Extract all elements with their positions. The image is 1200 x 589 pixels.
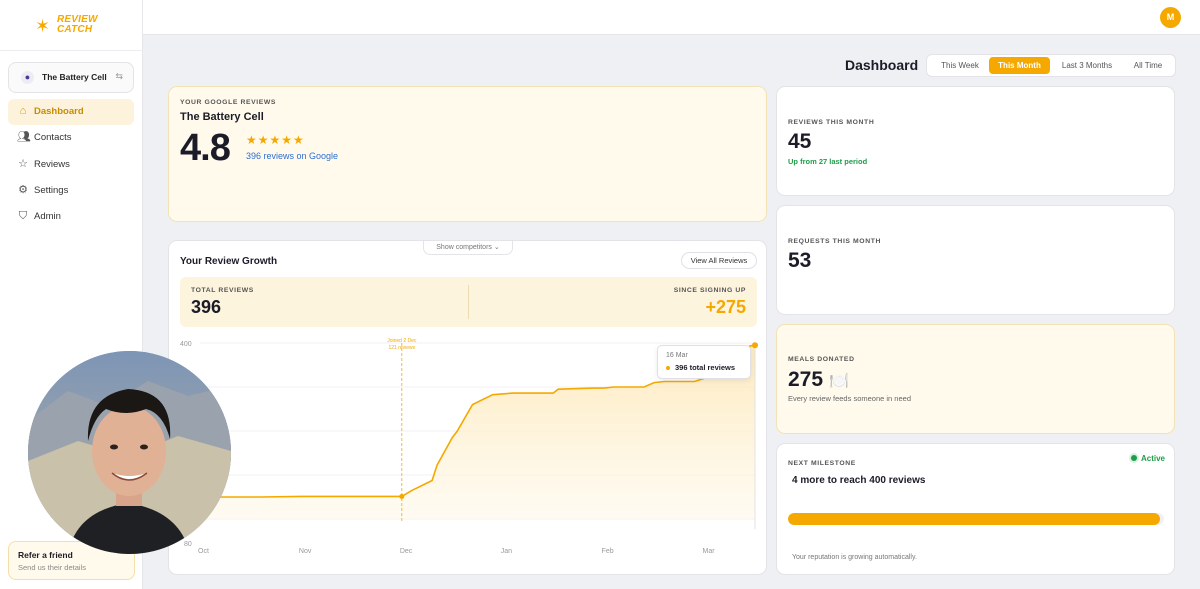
page-title: Dashboard: [845, 57, 919, 73]
refer-subtitle: Send us their details: [18, 563, 86, 572]
milestone-progress-bar: [788, 513, 1164, 525]
growth-stats-band: TOTAL REVIEWS 396 SINCE SIGNING UP +275: [180, 277, 757, 327]
view-all-reviews-button[interactable]: View All Reviews: [681, 252, 757, 269]
sidebar-item-label: Contacts: [34, 132, 72, 144]
home-icon: ⌂: [19, 105, 27, 117]
google-reviews-card: YOUR GOOGLE REVIEWS The Battery Cell 4.8…: [168, 86, 767, 222]
range-this-month[interactable]: This Month: [989, 57, 1050, 74]
annotation-label: 121 reviews: [388, 345, 415, 351]
meals-donated-card: MEALS DONATED 275 🍽️ Every review feeds …: [776, 324, 1175, 434]
meals-donated-label: MEALS DONATED: [788, 356, 855, 363]
meals-donated-value: 275: [788, 368, 824, 391]
x-tick-label: Mar: [703, 548, 716, 555]
sidebar-item-settings[interactable]: ⚙ Settings: [8, 178, 134, 204]
x-tick-label: Jan: [501, 548, 512, 555]
sidebar-item-label: Admin: [34, 211, 61, 223]
range-all-time[interactable]: All Time: [1133, 61, 1163, 70]
google-reviews-kicker: YOUR GOOGLE REVIEWS: [180, 99, 276, 106]
presenter-illustration: [28, 351, 231, 554]
since-signing-up-value: +275: [705, 297, 746, 317]
webcam-presenter-photo: [28, 351, 231, 554]
reviews-this-month-label: REVIEWS THIS MONTH: [788, 119, 875, 126]
next-milestone-card: NEXT MILESTONE Active 4 more to reach 40…: [776, 443, 1175, 575]
shield-icon: ⛉: [18, 210, 28, 223]
requests-this-month-label: REQUESTS THIS MONTH: [788, 238, 881, 245]
joined-marker-point: [399, 493, 405, 499]
total-reviews-label: TOTAL REVIEWS: [191, 287, 254, 294]
sidebar-divider: [0, 50, 143, 51]
x-tick-label: Feb: [602, 548, 614, 555]
business-avatar-icon: ●: [21, 71, 34, 84]
tooltip-dot-icon: [666, 366, 670, 370]
google-business-name: The Battery Cell: [180, 111, 264, 123]
business-switcher[interactable]: ● The Battery Cell ⇆: [8, 62, 134, 93]
reviews-this-month-trend: Up from 27 last period: [788, 157, 868, 166]
rating-stars-icon: ★★★★★: [246, 133, 305, 147]
tooltip-value: 396 total reviews: [675, 363, 736, 372]
next-milestone-label: NEXT MILESTONE: [788, 460, 856, 467]
logo-line-2: CATCH: [57, 24, 93, 35]
sidebar-item-admin[interactable]: ⛉ Admin: [8, 204, 134, 230]
y-tick-label: 80: [184, 541, 192, 548]
sidebar-nav: ⌂ Dashboard 👥︎ Contacts ☆ Reviews ⚙ Sett…: [8, 99, 134, 230]
logo-star-icon: ✶: [35, 16, 51, 36]
date-range-selector: This Week This Month Last 3 Months All T…: [926, 54, 1176, 77]
review-growth-card: Show competitors ⌄ Your Review Growth Vi…: [168, 240, 767, 575]
status-badge-label: Active: [1140, 454, 1165, 463]
total-reviews-value: 396: [191, 297, 222, 317]
google-reviews-link[interactable]: 396 reviews on Google: [246, 151, 339, 161]
sidebar-item-label: Settings: [34, 184, 69, 196]
active-dot-icon: [1130, 455, 1137, 461]
growth-title: Your Review Growth: [180, 256, 278, 267]
logo-line-1: REVIEW: [57, 14, 98, 25]
chart-area: [200, 345, 755, 519]
sidebar-item-dashboard[interactable]: ⌂ Dashboard: [8, 99, 134, 125]
meals-donated-note: Every review feeds someone in need: [788, 394, 911, 403]
reviews-this-month-value: 45: [788, 130, 812, 153]
y-tick-label: 400: [180, 341, 192, 348]
sidebar-item-reviews[interactable]: ☆ Reviews: [8, 152, 134, 178]
annotation-label: Joined 2 Dec: [387, 338, 417, 344]
since-signing-up-label: SINCE SIGNING UP: [673, 287, 746, 294]
refer-title: Refer a friend: [18, 550, 73, 560]
tooltip-date: 16 Mar: [666, 352, 688, 359]
range-this-week[interactable]: This Week: [941, 61, 979, 70]
sidebar-item-contacts[interactable]: 👥︎ Contacts: [8, 125, 134, 151]
requests-this-month-card: REQUESTS THIS MONTH 53: [776, 205, 1175, 315]
sidebar-item-label: Reviews: [34, 158, 70, 170]
x-tick-label: Dec: [400, 548, 413, 555]
show-competitors-toggle[interactable]: Show competitors ⌄: [423, 240, 513, 255]
range-last-3-months[interactable]: Last 3 Months: [1061, 61, 1113, 70]
requests-this-month-value: 53: [788, 249, 812, 272]
stats-divider: [468, 285, 469, 319]
business-name: The Battery Cell: [42, 72, 107, 82]
milestone-footnote: Your reputation is growing automatically…: [792, 554, 917, 561]
series-line: [200, 344, 756, 498]
users-icon: 👥︎: [17, 131, 31, 144]
latest-point: [752, 342, 758, 349]
topbar: M: [143, 0, 1200, 35]
x-tick-label: Oct: [198, 548, 209, 555]
gear-icon: ⚙: [18, 183, 28, 196]
google-rating: 4.8: [180, 127, 231, 169]
sidebar-item-label: Dashboard: [34, 106, 84, 117]
reviews-this-month-card: REVIEWS THIS MONTH 45 Up from 27 last pe…: [776, 86, 1175, 196]
x-tick-label: Nov: [299, 548, 312, 555]
plate-icon: 🍽️: [829, 373, 849, 390]
chart-tooltip: 16 Mar 396 total reviews: [657, 345, 751, 379]
milestone-progress-fill: [788, 513, 1161, 525]
user-avatar[interactable]: M: [1160, 7, 1181, 28]
status-badge: Active: [1130, 454, 1165, 463]
swap-icon[interactable]: ⇆: [115, 71, 123, 81]
brand-logo[interactable]: ✶ REVIEW CATCH: [35, 14, 115, 38]
star-icon: ☆: [18, 157, 28, 170]
milestone-goal: 4 more to reach 400 reviews: [792, 475, 926, 486]
